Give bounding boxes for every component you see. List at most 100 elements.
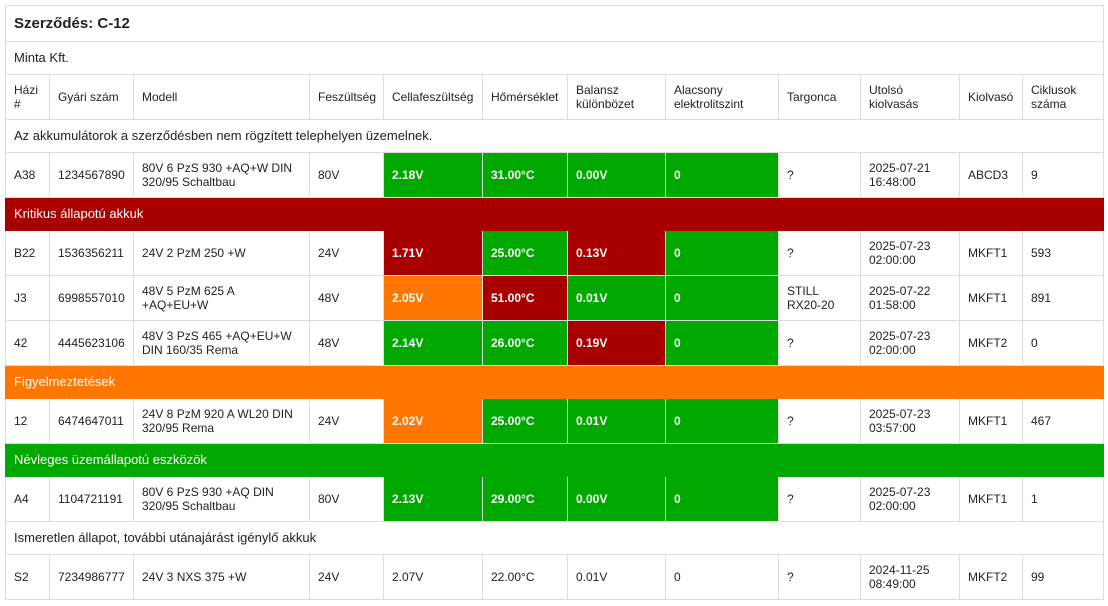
cell-model: 24V 2 PzM 250 +W (133, 230, 310, 276)
cell-serial-no: 6998557010 (49, 275, 134, 321)
cell-model: 80V 6 PzS 930 +AQ DIN 320/95 Schaltbau (133, 476, 310, 522)
cell-temperature: 25.00°C (482, 398, 568, 444)
cell-serial-no: 7234986777 (49, 554, 134, 600)
cell-voltage: 80V (309, 152, 384, 198)
cell-cycle-count: 99 (1021, 554, 1105, 600)
cell-house-no: 12 (5, 398, 50, 444)
table-row[interactable]: S2 7234986777 24V 3 NXS 375 +W 24V 2.07V 22.0… (5, 554, 1105, 600)
cell-reader: ABCD3 (959, 152, 1023, 198)
cell-reader: MKFT2 (959, 320, 1023, 366)
cell-model: 24V 8 PzM 920 A WL20 DIN 320/95 Rema (133, 398, 310, 444)
cell-forklift: ? (778, 152, 861, 198)
table-row[interactable]: B22 1536356211 24V 2 PzM 250 +W 24V 1.71V 25.… (5, 230, 1105, 276)
cell-reader: MKFT1 (959, 275, 1023, 321)
cell-low-electrolyte: 0 (665, 152, 779, 198)
column-header-model[interactable]: Modell (133, 74, 310, 120)
cell-forklift: STILL RX20-20 (778, 275, 861, 321)
cell-last-reading: 2025-07-23 02:00:00 (860, 476, 960, 522)
cell-house-no: B22 (5, 230, 50, 276)
contract-panel: Szerződés: C-12 Minta Kft. Házi # Gyári s… (4, 5, 1105, 600)
cell-voltage: 48V (309, 275, 384, 321)
cell-balance-diff: 0.01V (567, 275, 666, 321)
table-row[interactable]: A38 1234567890 80V 6 PzS 930 +AQ+W DIN 320… (5, 152, 1105, 198)
cell-serial-no: 4445623106 (49, 320, 134, 366)
cell-reader: MKFT2 (959, 554, 1023, 600)
cell-forklift: ? (778, 398, 861, 444)
cell-reader: MKFT1 (959, 230, 1023, 276)
cell-temperature: 29.00°C (482, 476, 568, 522)
column-header-voltage[interactable]: Feszültség (309, 74, 384, 120)
cell-model: 48V 5 PzM 625 A +AQ+EU+W (133, 275, 310, 321)
cell-voltage: 48V (309, 320, 384, 366)
cell-reader: MKFT1 (959, 476, 1023, 522)
column-header-low-electrolyte[interactable]: Alacsony elektrolitszint (665, 74, 779, 120)
section-label: Névleges üzemállapotú eszközök (4, 443, 1105, 477)
cell-cell-voltage: 2.05V (383, 275, 483, 321)
cell-last-reading: 2024-11-25 08:49:00 (860, 554, 960, 600)
cell-voltage: 24V (309, 398, 384, 444)
cell-temperature: 51.00°C (482, 275, 568, 321)
cell-last-reading: 2025-07-21 16:48:00 (860, 152, 960, 198)
cell-house-no: 42 (5, 320, 50, 366)
cell-serial-no: 1536356211 (49, 230, 134, 276)
section-header: Névleges üzemállapotú eszközök (4, 443, 1105, 477)
section-header: Ismeretlen állapot, további utánajárást … (4, 521, 1105, 555)
cell-low-electrolyte: 0 (665, 554, 779, 600)
cell-balance-diff: 0.00V (567, 476, 666, 522)
cell-temperature: 26.00°C (482, 320, 568, 366)
company-name: Minta Kft. (4, 41, 1105, 75)
cell-model: 24V 3 NXS 375 +W (133, 554, 310, 600)
section-header: Kritikus állapotú akkuk (4, 197, 1105, 231)
column-header-serial-no[interactable]: Gyári szám (49, 74, 134, 120)
cell-serial-no: 1234567890 (49, 152, 134, 198)
column-header-balance-diff[interactable]: Balansz különbözet (567, 74, 666, 120)
section-label: Az akkumulátorok a szerződésben nem rögz… (4, 119, 1105, 153)
cell-last-reading: 2025-07-23 02:00:00 (860, 320, 960, 366)
column-header-reader[interactable]: Kiolvasó (959, 74, 1023, 120)
table-row[interactable]: J3 6998557010 48V 5 PzM 625 A +AQ+EU+W 48V 2… (5, 275, 1105, 321)
page-title: Szerződés: C-12 (4, 5, 1105, 42)
cell-low-electrolyte: 0 (665, 275, 779, 321)
cell-temperature: 22.00°C (482, 554, 568, 600)
table-row[interactable]: 42 4445623106 48V 3 PzS 465 +AQ+EU+W DIN 1… (5, 320, 1105, 366)
column-header-cycle-count[interactable]: Ciklusok száma (1021, 74, 1105, 120)
table-row[interactable]: 12 6474647011 24V 8 PzM 920 A WL20 DIN 320… (5, 398, 1105, 444)
column-header-forklift[interactable]: Targonca (778, 74, 861, 120)
cell-balance-diff: 0.00V (567, 152, 666, 198)
cell-low-electrolyte: 0 (665, 320, 779, 366)
cell-cycle-count: 1 (1021, 476, 1105, 522)
cell-cell-voltage: 2.07V (383, 554, 483, 600)
cell-serial-no: 1104721191 (49, 476, 134, 522)
cell-balance-diff: 0.01V (567, 398, 666, 444)
cell-reader: MKFT1 (959, 398, 1023, 444)
cell-model: 80V 6 PzS 930 +AQ+W DIN 320/95 Schaltbau (133, 152, 310, 198)
cell-temperature: 25.00°C (482, 230, 568, 276)
cell-cell-voltage: 2.02V (383, 398, 483, 444)
cell-low-electrolyte: 0 (665, 398, 779, 444)
cell-cell-voltage: 1.71V (383, 230, 483, 276)
cell-balance-diff: 0.01V (567, 554, 666, 600)
cell-forklift: ? (778, 230, 861, 276)
battery-table: Szerződés: C-12 Minta Kft. Házi # Gyári s… (4, 5, 1105, 600)
cell-low-electrolyte: 0 (665, 230, 779, 276)
column-header-house-no[interactable]: Házi # (5, 74, 50, 120)
column-header-last-reading[interactable]: Utolsó kiolvasás (860, 74, 960, 120)
cell-temperature: 31.00°C (482, 152, 568, 198)
cell-house-no: S2 (5, 554, 50, 600)
cell-low-electrolyte: 0 (665, 476, 779, 522)
cell-model: 48V 3 PzS 465 +AQ+EU+W DIN 160/35 Rema (133, 320, 310, 366)
cell-house-no: A38 (5, 152, 50, 198)
column-header-temperature[interactable]: Hőmérséklet (482, 74, 568, 120)
table-header: Házi # Gyári szám Modell Feszültség Cellafes… (5, 74, 1105, 120)
cell-last-reading: 2025-07-22 01:58:00 (860, 275, 960, 321)
cell-serial-no: 6474647011 (49, 398, 134, 444)
cell-last-reading: 2025-07-23 03:57:00 (860, 398, 960, 444)
cell-last-reading: 2025-07-23 02:00:00 (860, 230, 960, 276)
table-row[interactable]: A4 1104721191 80V 6 PzS 930 +AQ DIN 320/95… (5, 476, 1105, 522)
section-header: Az akkumulátorok a szerződésben nem rögz… (4, 119, 1105, 153)
section-label: Figyelmeztetések (4, 365, 1105, 399)
column-header-cell-voltage[interactable]: Cellafeszültség (383, 74, 483, 120)
cell-cycle-count: 593 (1021, 230, 1105, 276)
cell-balance-diff: 0.13V (567, 230, 666, 276)
cell-forklift: ? (778, 320, 861, 366)
